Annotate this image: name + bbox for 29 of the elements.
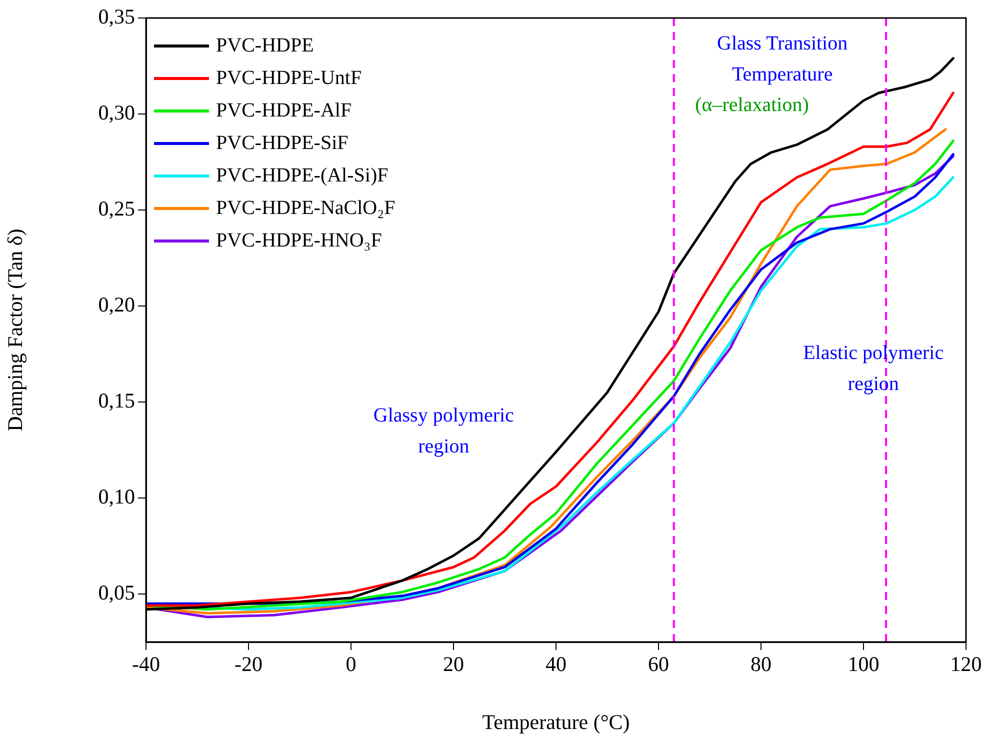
legend-label: PVC-HDPE-(Al-Si)F [216, 164, 388, 186]
y-tick-label: 0,15 [98, 388, 135, 413]
y-axis-title: Damping Factor (Tan δ) [3, 228, 28, 432]
legend-label: PVC-HDPE-NaClO₂F [216, 196, 396, 219]
legend-label: PVC-HDPE-UntF [216, 66, 362, 89]
y-tick-label: 0,25 [98, 196, 135, 221]
legend-label: PVC-HDPE [216, 34, 314, 56]
x-tick-label: 120 [950, 652, 982, 676]
x-tick-label: 80 [750, 652, 772, 676]
y-tick-label: 0,35 [98, 4, 135, 29]
annotation: Glass Transition Temperature [717, 32, 848, 86]
y-tick-label: 0,30 [98, 100, 135, 125]
x-tick-label: -20 [234, 652, 262, 676]
x-tick-label: 0 [346, 652, 356, 676]
x-axis-title: Temperature (°C) [482, 710, 630, 734]
annotation: Glassy polymeric region [373, 404, 514, 458]
x-tick-label: 40 [546, 652, 566, 676]
legend-label: PVC-HDPE-AlF [216, 99, 352, 122]
x-tick-label: 20 [443, 652, 464, 676]
annotation: Elastic polymeric region [803, 342, 944, 395]
y-tick-label: 0,05 [98, 580, 135, 605]
legend-label: PVC-HDPE-SiF [216, 132, 348, 154]
legend-label: PVC-HDPE-HNO₃F [216, 229, 382, 252]
y-tick-label: 0,20 [98, 292, 135, 317]
x-tick-label: -40 [132, 652, 160, 676]
x-tick-label: 100 [848, 652, 880, 676]
x-tick-label: 60 [648, 652, 669, 676]
annotation: (α–relaxation) [695, 94, 809, 116]
y-tick-label: 0,10 [98, 484, 135, 509]
